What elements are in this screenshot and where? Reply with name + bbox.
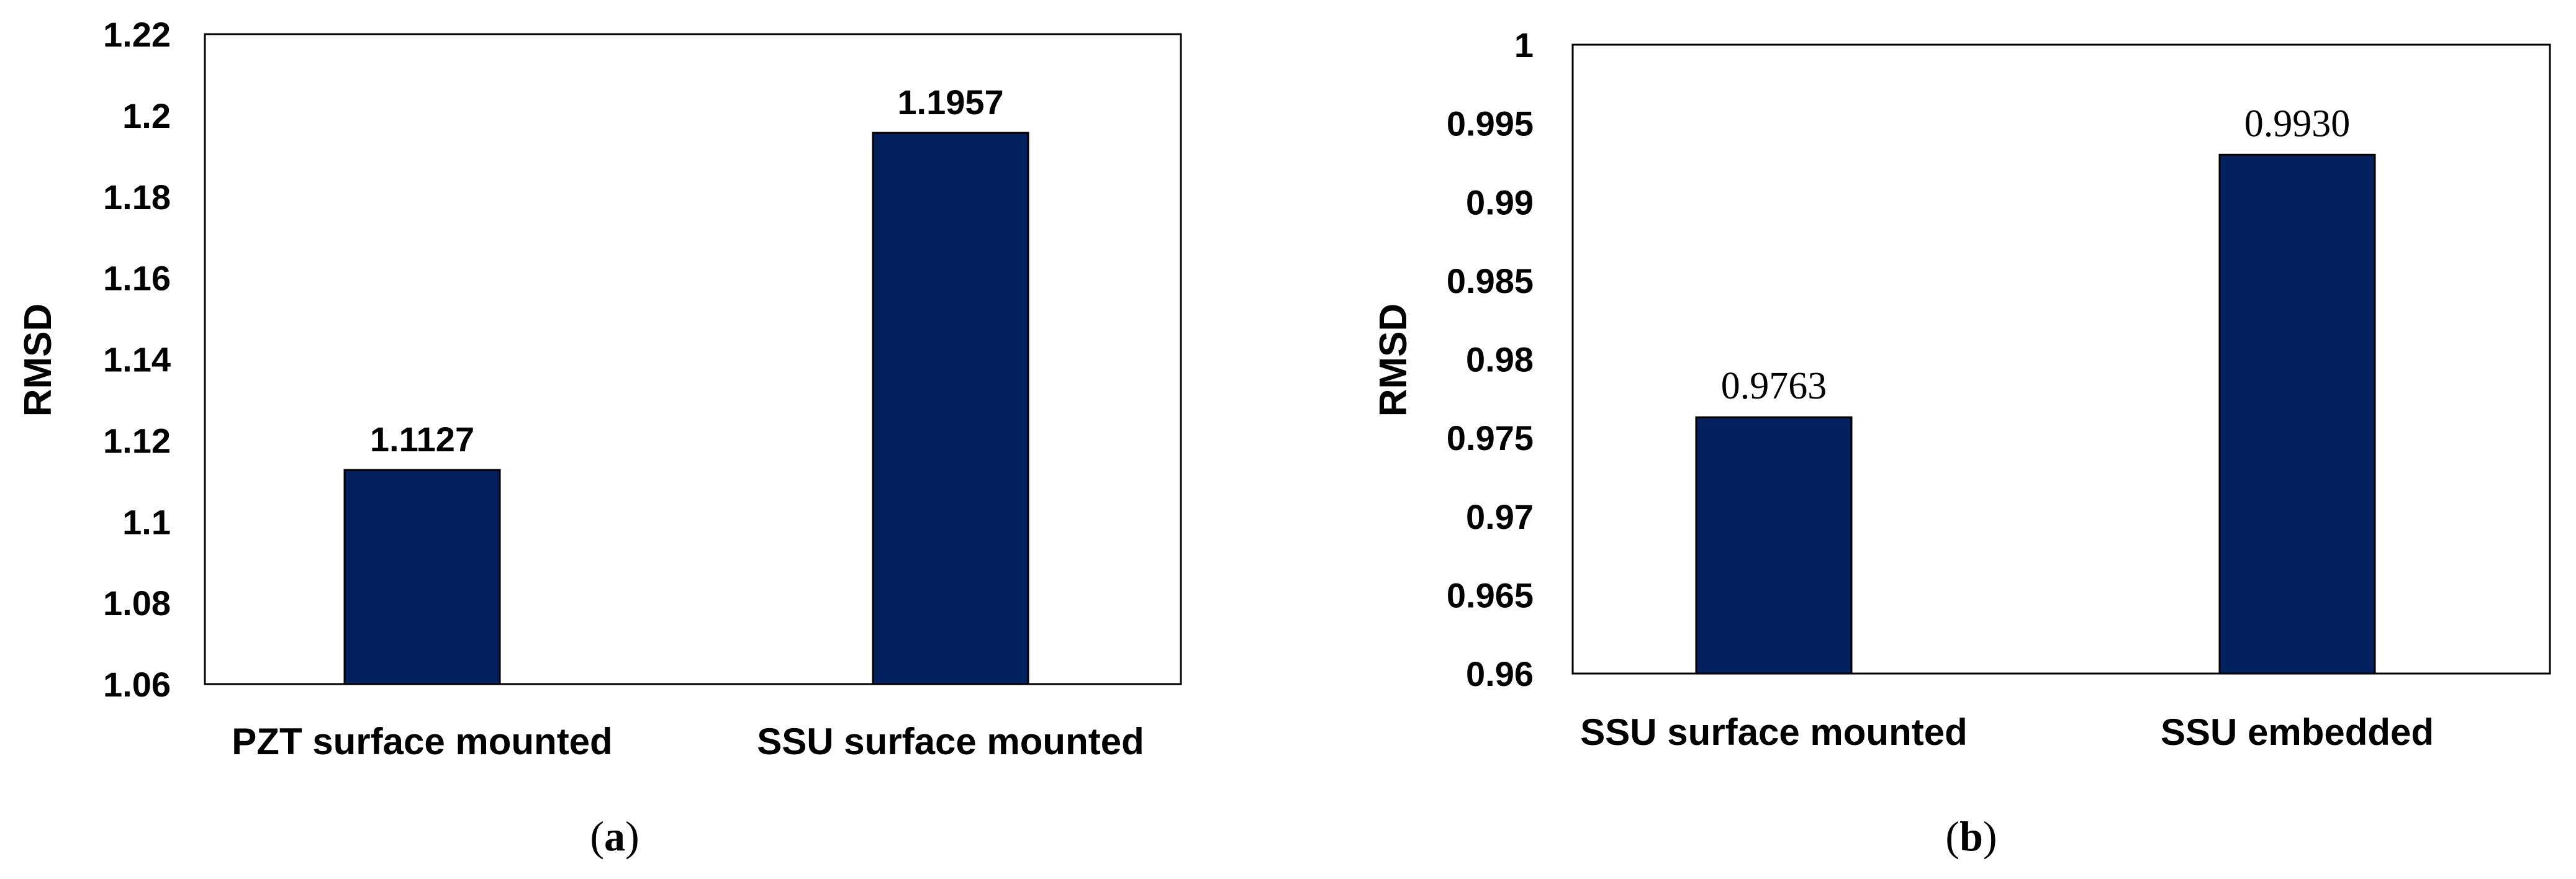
bar <box>343 469 501 685</box>
y-tick-label: 1.12 <box>103 421 171 460</box>
x-tick-label: PZT surface mounted <box>232 721 612 762</box>
y-tick-label: 0.995 <box>1447 104 1534 143</box>
y-tick-label: 1.22 <box>103 15 171 54</box>
plot-frame <box>1571 43 2551 675</box>
data-label: 1.1127 <box>370 420 474 459</box>
y-tick-label: 1.18 <box>103 178 171 217</box>
x-tick-label: SSU embedded <box>2161 711 2434 753</box>
y-tick-label: 0.985 <box>1447 261 1534 300</box>
y-tick-label: 0.96 <box>1466 654 1534 693</box>
y-tick-label: 0.965 <box>1447 575 1534 615</box>
x-tick-label: SSU surface mounted <box>757 721 1144 762</box>
y-tick-label: 1.2 <box>122 96 171 135</box>
bar <box>1695 416 1853 675</box>
panel-label: (b) <box>1945 813 1997 860</box>
y-tick-label: 0.98 <box>1466 340 1534 379</box>
y-tick-label: 1 <box>1514 25 1534 65</box>
data-label: 0.9763 <box>1721 365 1827 407</box>
y-tick-label: 1.16 <box>103 259 171 298</box>
y-tick-label: 0.97 <box>1466 497 1534 536</box>
y-tick-label: 1.08 <box>103 584 171 623</box>
y-axis-label: RMSD <box>1372 304 1415 417</box>
y-tick-label: 0.975 <box>1447 418 1534 458</box>
y-tick-label: 0.99 <box>1466 183 1534 222</box>
y-axis-label: RMSD <box>17 304 60 417</box>
data-label: 0.9930 <box>2244 102 2351 145</box>
plot-frame <box>204 33 1182 685</box>
chart-b: 0.96 0.965 0.97 0.975 0.98 0.985 0.99 0.995 1 RMS… <box>1372 25 2551 860</box>
chart-a: 1.06 1.08 1.1 1.12 1.14 1.16 1.18 1.2 1.22 RMSD 1.… <box>17 15 1182 860</box>
bar <box>2218 153 2376 675</box>
y-tick-label: 1.14 <box>103 340 171 379</box>
data-label: 1.1957 <box>897 83 1003 122</box>
y-tick-label: 1.1 <box>122 502 171 541</box>
x-tick-label: SSU surface mounted <box>1580 711 1967 753</box>
bar <box>872 132 1029 685</box>
y-tick-label: 1.06 <box>103 665 171 704</box>
panel-label: (a) <box>590 813 639 860</box>
